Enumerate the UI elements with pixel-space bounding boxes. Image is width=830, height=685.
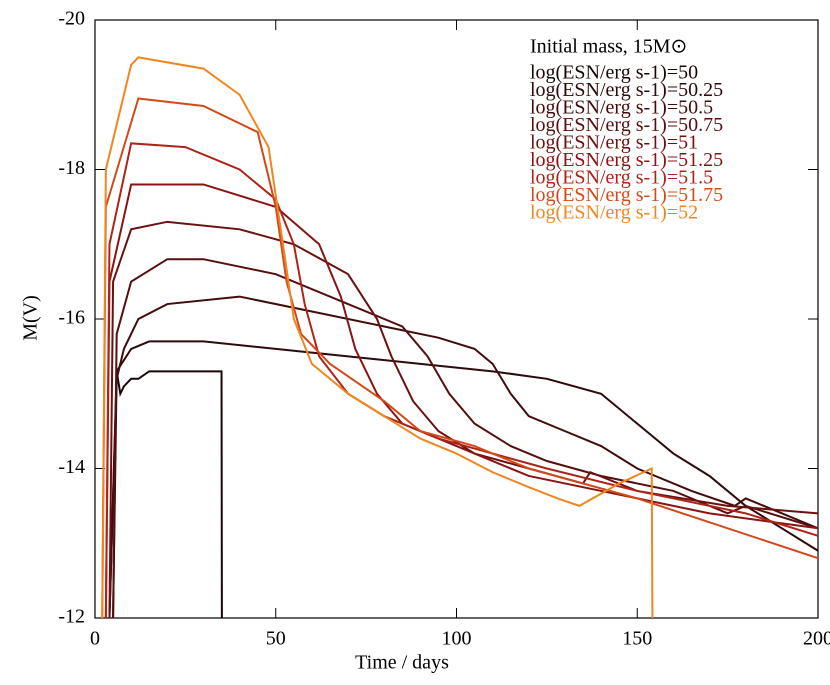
x-tick-label: 150 [622,628,652,650]
y-tick-label: -16 [58,307,85,329]
x-tick-label: 0 [90,628,100,650]
legend-entry: log(ESN/erg s-1)=50.75 [530,114,723,136]
legend-entry: log(ESN/erg s-1)=51.5 [530,167,713,189]
legend-entry: log(ESN/erg s-1)=50.25 [530,79,723,101]
x-tick-label: 200 [803,628,830,650]
plot-lines [101,56,818,618]
x-axis-label: Time / days [355,652,449,674]
legend-entry: log(ESN/erg s-1)=51.75 [530,184,723,206]
series-line [104,142,818,618]
series-line [108,220,818,618]
x-tick-label: 50 [266,628,286,650]
series-line [101,56,654,618]
y-tick-label: -18 [58,157,85,179]
legend-entry: log(ESN/erg s-1)=50 [530,62,698,84]
series-line [108,340,818,618]
y-tick-label: -12 [58,606,85,628]
legend-entry: log(ESN/erg s-1)=51.25 [530,149,723,171]
series-line [101,97,818,618]
y-axis-label: M(V) [20,295,42,341]
legend-entry: log(ESN/erg s-1)=51 [530,132,698,154]
series-line [112,258,818,618]
chart-title: Initial mass, 15M⊙ [530,36,687,58]
series-line [104,183,818,618]
series-line [112,370,223,618]
x-tick-label: 100 [442,628,472,650]
series-line [108,295,818,618]
y-tick-label: -14 [58,456,85,478]
y-tick-label: -20 [58,8,85,30]
legend-entry: log(ESN/erg s-1)=50.5 [530,97,713,119]
legend-entry: log(ESN/erg s-1)=52 [530,202,698,224]
